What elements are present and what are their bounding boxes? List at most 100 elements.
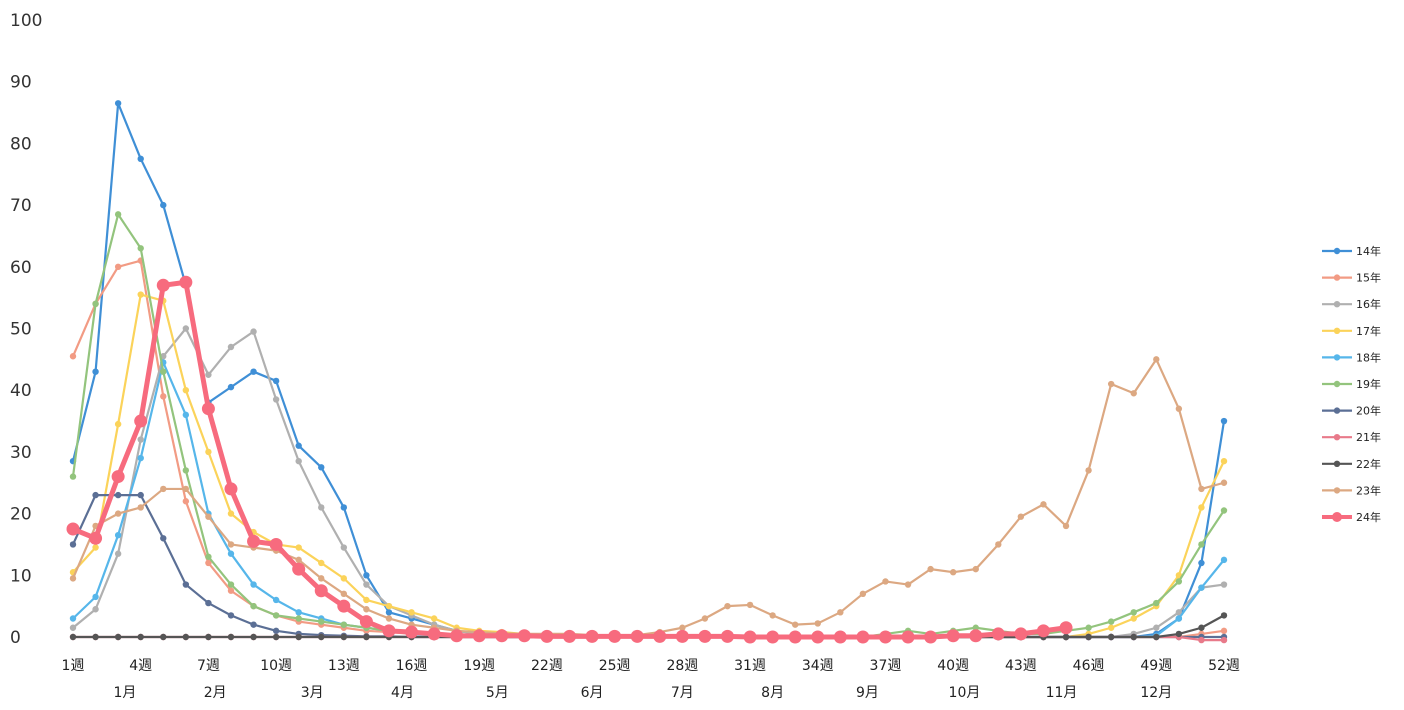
- data-point: [608, 629, 622, 643]
- data-point: [250, 621, 257, 628]
- data-point: [66, 522, 80, 536]
- data-point: [1220, 556, 1228, 564]
- data-point: [182, 581, 190, 588]
- data-point: [114, 633, 122, 641]
- series-line: [71, 293, 1226, 639]
- data-point: [272, 627, 280, 635]
- x-tick-label: 22週: [531, 658, 563, 674]
- data-point: [363, 596, 370, 604]
- legend-swatch-marker: [1333, 407, 1341, 414]
- x-tick-label: 31週: [734, 658, 766, 674]
- data-point: [363, 606, 370, 613]
- data-point: [227, 343, 235, 351]
- data-point: [156, 278, 170, 292]
- data-point: [337, 599, 351, 613]
- data-point: [1153, 356, 1160, 363]
- data-point: [540, 629, 554, 643]
- y-tick-label: 10: [10, 566, 32, 586]
- y-tick-label: 80: [10, 134, 32, 154]
- data-point: [1107, 633, 1115, 641]
- data-point: [427, 627, 441, 641]
- x-tick-label: 46週: [1073, 658, 1105, 674]
- data-point: [295, 633, 302, 641]
- x-tick-label: 16週: [396, 658, 428, 674]
- data-point: [430, 615, 438, 622]
- month-label: 2月: [204, 685, 227, 701]
- data-point: [272, 396, 280, 403]
- legend-item: 14年: [1322, 244, 1381, 258]
- data-point: [227, 510, 235, 517]
- legend-item: 16年: [1322, 297, 1381, 311]
- legend-label: 20年: [1356, 404, 1381, 418]
- data-point: [137, 245, 144, 252]
- data-point: [318, 575, 325, 582]
- data-point: [995, 541, 1002, 548]
- data-point: [1175, 609, 1183, 616]
- legend-swatch-marker: [1333, 301, 1341, 308]
- data-point: [205, 633, 212, 641]
- data-point: [698, 629, 712, 643]
- data-point: [318, 618, 325, 625]
- legend-swatch-marker: [1332, 512, 1342, 522]
- data-point: [134, 414, 148, 428]
- y-tick-label: 20: [10, 505, 32, 525]
- data-point: [250, 633, 257, 641]
- data-point: [69, 575, 77, 582]
- data-point: [111, 470, 125, 484]
- data-point: [724, 602, 731, 610]
- x-tick-label: 19週: [463, 658, 495, 674]
- data-point: [1085, 624, 1092, 631]
- data-point: [1175, 578, 1183, 585]
- data-point: [114, 100, 122, 107]
- data-point: [227, 541, 235, 548]
- data-point: [227, 612, 235, 619]
- data-point: [972, 624, 979, 631]
- data-point: [295, 615, 302, 622]
- x-tick-label: 13週: [328, 658, 360, 674]
- data-point: [227, 383, 235, 391]
- data-point: [92, 368, 99, 375]
- data-point: [1220, 612, 1228, 619]
- legend-item: 24年: [1322, 510, 1381, 524]
- data-point: [314, 584, 328, 598]
- month-label: 9月: [856, 685, 879, 701]
- data-point: [89, 531, 103, 545]
- data-point: [227, 633, 235, 641]
- data-point: [92, 544, 99, 551]
- month-label: 1月: [113, 685, 136, 701]
- data-point: [1198, 624, 1205, 631]
- data-point: [746, 601, 754, 609]
- data-point: [1220, 457, 1228, 465]
- series-4: [69, 291, 1228, 641]
- data-point: [295, 457, 302, 465]
- data-point: [272, 377, 280, 385]
- data-point: [766, 630, 780, 644]
- data-point: [1107, 618, 1115, 625]
- month-label: 4月: [391, 685, 414, 701]
- x-tick-label: 7週: [197, 658, 220, 674]
- data-point: [405, 625, 419, 639]
- data-point: [137, 436, 144, 443]
- data-point: [363, 572, 370, 579]
- data-point: [69, 615, 77, 622]
- data-point: [227, 581, 235, 588]
- y-tick-label: 90: [10, 73, 32, 93]
- data-point: [679, 624, 686, 631]
- data-point: [385, 609, 393, 616]
- data-point: [1175, 405, 1183, 412]
- data-point: [1085, 633, 1092, 641]
- data-point: [160, 393, 167, 400]
- month-label: 10月: [949, 685, 981, 701]
- legend-item: 18年: [1322, 350, 1381, 364]
- x-tick-label: 34週: [802, 658, 834, 674]
- series-11: [66, 275, 1073, 644]
- legend-swatch-marker: [1333, 487, 1341, 494]
- data-point: [1220, 507, 1228, 514]
- data-point: [160, 535, 167, 542]
- x-tick-label: 49週: [1140, 658, 1172, 674]
- legend-label: 18年: [1356, 350, 1381, 364]
- data-point: [408, 609, 415, 616]
- data-point: [1036, 624, 1050, 638]
- data-point: [114, 420, 122, 428]
- data-point: [340, 504, 348, 511]
